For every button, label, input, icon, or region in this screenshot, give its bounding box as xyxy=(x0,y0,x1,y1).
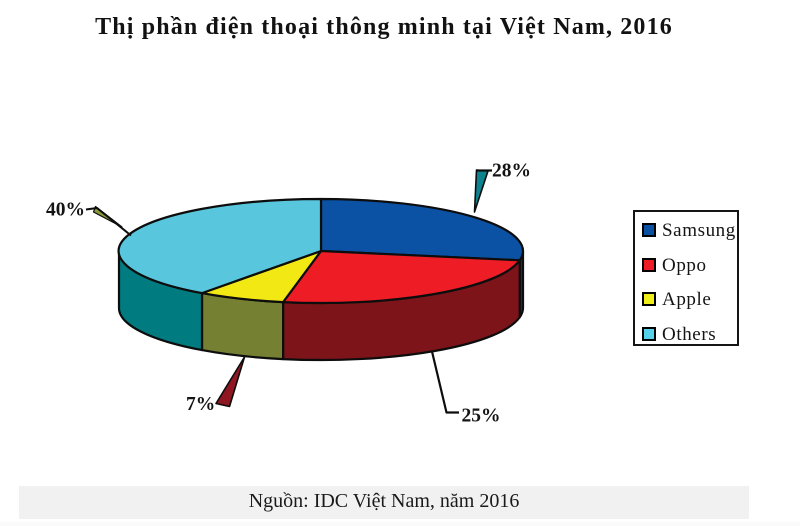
svg-text:28%: 28% xyxy=(492,161,531,182)
svg-text:25%: 25% xyxy=(462,406,501,427)
svg-text:7%: 7% xyxy=(186,394,215,415)
svg-text:40%: 40% xyxy=(46,200,85,221)
